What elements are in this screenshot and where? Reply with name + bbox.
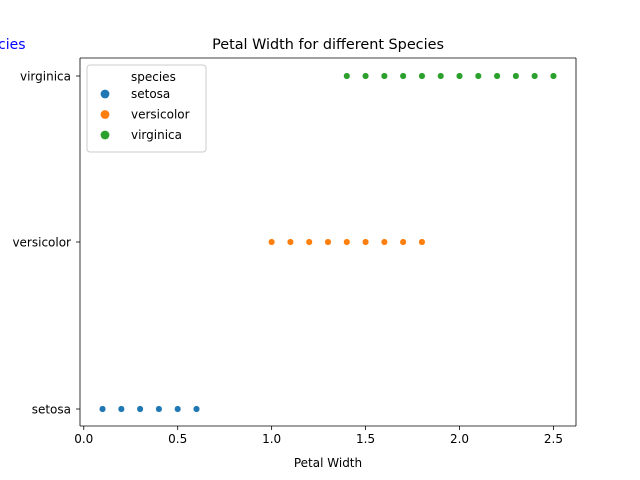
- data-point-setosa: [136, 405, 144, 413]
- data-point-versicolor: [380, 238, 388, 246]
- legend: species setosa versicolor virginica: [86, 64, 207, 153]
- data-point-setosa: [192, 405, 201, 413]
- data-point-virginica: [380, 72, 388, 80]
- legend-title: species: [131, 70, 176, 84]
- legend-marker-versicolor: [100, 110, 110, 119]
- data-point-versicolor: [286, 238, 294, 246]
- clipped-y-axis-label: cies: [0, 37, 26, 53]
- x-axis-label: Petal Width: [294, 456, 362, 470]
- data-point-setosa: [174, 405, 182, 413]
- data-point-virginica: [455, 72, 464, 80]
- data-point-virginica: [343, 72, 351, 80]
- x-tick-label: 0.0: [74, 432, 93, 446]
- data-point-virginica: [474, 72, 482, 80]
- y-tick-label: versicolor: [12, 236, 71, 250]
- data-point-versicolor: [324, 238, 332, 246]
- data-point-virginica: [512, 72, 520, 80]
- data-point-virginica: [418, 72, 426, 80]
- x-tick-label: 2.0: [450, 432, 469, 446]
- data-point-versicolor: [399, 238, 407, 246]
- data-point-virginica: [362, 72, 370, 80]
- legend-label-setosa: setosa: [131, 87, 170, 101]
- data-point-versicolor: [305, 238, 313, 246]
- y-tick-label: setosa: [32, 403, 71, 417]
- x-tick-label: 2.5: [544, 432, 563, 446]
- data-point-virginica: [531, 72, 539, 80]
- legend-box: [86, 64, 207, 153]
- data-point-virginica: [549, 72, 558, 80]
- data-point-virginica: [399, 72, 407, 80]
- legend-label-versicolor: versicolor: [131, 108, 190, 122]
- data-point-setosa: [117, 405, 125, 413]
- x-tick-label: 1.5: [356, 432, 375, 446]
- data-point-virginica: [493, 72, 501, 80]
- data-point-setosa: [98, 405, 107, 413]
- data-point-setosa: [155, 405, 163, 413]
- data-point-versicolor: [343, 238, 351, 246]
- data-point-virginica: [437, 72, 445, 80]
- data-point-versicolor: [268, 238, 276, 246]
- y-tick-label: virginica: [20, 70, 71, 84]
- legend-marker-virginica: [100, 130, 110, 140]
- chart-title: Petal Width for different Species: [212, 37, 444, 53]
- data-point-versicolor: [362, 238, 370, 246]
- legend-label-virginica: virginica: [131, 128, 182, 142]
- x-tick-label: 1.0: [262, 432, 281, 446]
- legend-marker-setosa: [100, 89, 110, 99]
- data-point-versicolor: [418, 238, 426, 246]
- x-tick-label: 0.5: [168, 432, 187, 446]
- plot-area: 0.0 0.5 1.0 1.5 2.0 2.5 setosa versicolor virgin…: [12, 57, 577, 446]
